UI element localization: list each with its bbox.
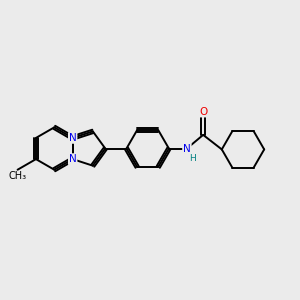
Text: H: H: [189, 154, 196, 163]
Text: N: N: [183, 143, 191, 154]
Text: O: O: [199, 106, 207, 117]
Text: CH₃: CH₃: [8, 171, 27, 181]
Text: N: N: [69, 154, 76, 164]
Text: N: N: [69, 133, 76, 143]
